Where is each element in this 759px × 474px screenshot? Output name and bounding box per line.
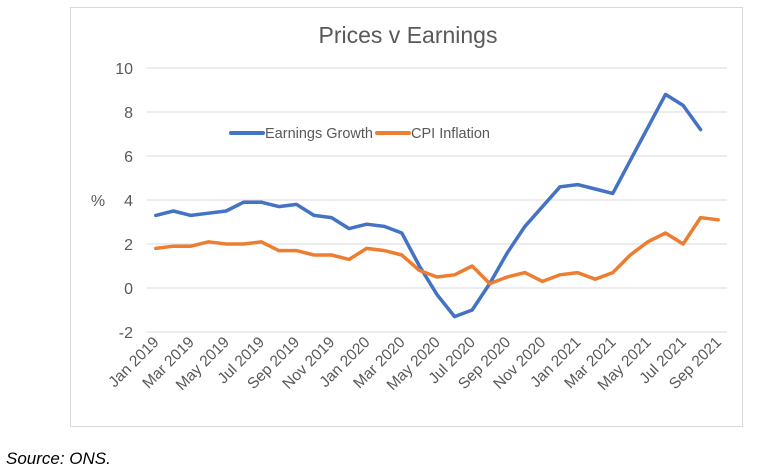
chart-frame: Prices v Earnings 10 8 6 4 2 0 -2 % Jan 2019 Ma… — [70, 7, 743, 427]
source-note: Source: ONS. — [6, 449, 111, 468]
y-tick-label: 0 — [124, 281, 133, 298]
series-line-earnings-growth — [154, 92, 703, 319]
y-axis-ticks: 10 8 6 4 2 0 -2 — [115, 61, 133, 342]
legend-label-earnings-growth: Earnings Growth — [265, 126, 373, 142]
y-tick-label: 10 — [115, 61, 133, 78]
y-tick-label: 6 — [124, 149, 133, 166]
y-tick-label: 8 — [124, 105, 133, 122]
y-axis-label: % — [91, 193, 105, 210]
legend: Earnings Growth CPI Inflation — [229, 126, 490, 142]
chart-title: Prices v Earnings — [319, 22, 498, 48]
y-tick-label: -2 — [119, 325, 133, 342]
line-chart: Prices v Earnings 10 8 6 4 2 0 -2 % Jan 2019Ma… — [91, 22, 727, 394]
y-tick-label: 4 — [124, 193, 133, 210]
series-lines — [154, 92, 720, 319]
y-tick-label: 2 — [124, 237, 133, 254]
series-line-cpi-inflation — [154, 215, 720, 286]
legend-label-cpi-inflation: CPI Inflation — [411, 126, 490, 142]
